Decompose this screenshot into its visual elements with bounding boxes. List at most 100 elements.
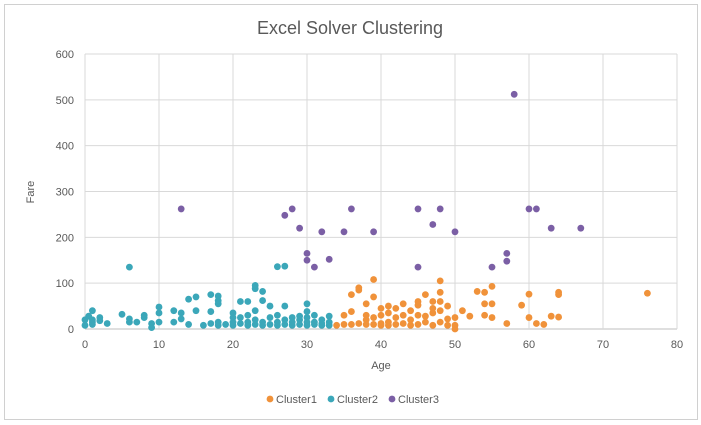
data-point [288,318,296,326]
data-point [407,307,414,315]
data-point [185,295,193,303]
data-point [125,263,133,271]
x-axis-label: Age [371,360,391,372]
data-point [288,205,296,213]
y-tick-label: 100 [56,278,74,290]
data-point [392,321,400,328]
data-points [81,90,651,333]
data-point [370,276,377,283]
legend-item-cluster3: Cluster3 [388,394,439,406]
x-tick-label: 60 [523,339,535,351]
data-point [340,321,348,328]
data-point [348,321,355,328]
data-point [577,224,585,232]
data-point [503,257,511,265]
x-tick-label: 20 [227,339,239,351]
legend-item-cluster1: Cluster1 [266,394,317,406]
data-point [192,307,200,315]
data-point [481,300,488,308]
data-point [503,320,511,327]
data-point [355,320,363,327]
data-point [422,291,429,299]
x-tick-label: 50 [449,339,461,351]
data-point [311,263,318,271]
data-point [274,311,281,319]
data-point [444,315,451,323]
data-point [510,90,518,98]
series-cluster2 [81,262,333,332]
data-point [555,291,562,299]
data-point [407,321,414,329]
data-point [281,211,289,219]
legend-label: Cluster3 [398,394,439,406]
data-point [155,309,163,317]
data-point [451,314,459,321]
data-point [311,318,318,326]
data-point [385,309,392,317]
data-point [377,311,385,319]
data-point [429,298,437,305]
data-point [259,321,266,329]
data-point [503,249,511,257]
series-cluster1 [333,276,651,333]
y-tick-label: 500 [56,95,74,107]
data-point [325,321,333,329]
legend-marker [266,395,274,403]
data-point [170,318,178,326]
data-point [259,288,266,295]
data-point [170,307,178,315]
data-point [459,307,466,315]
y-tick-label: 0 [68,324,74,336]
data-point [414,263,422,271]
legend-label: Cluster1 [276,394,317,406]
data-point [377,321,385,329]
data-point [555,313,562,321]
data-point [533,320,540,327]
data-point [348,205,355,213]
data-point [392,304,400,312]
data-point [140,314,148,321]
data-point [422,318,429,326]
data-point [525,205,533,213]
data-point [214,318,222,326]
legend-label: Cluster2 [337,394,378,406]
data-point [547,224,555,232]
data-point [155,318,163,326]
data-point [103,320,111,327]
data-point [281,316,289,324]
data-point [451,228,459,236]
data-point [340,311,348,319]
chart-title: Excel Solver Clustering [257,18,443,38]
data-point [237,320,244,327]
data-point [200,321,207,329]
data-point [488,314,496,321]
data-point [429,221,437,228]
data-point [281,262,289,270]
data-point [533,205,540,213]
data-point [407,316,414,324]
data-point [422,312,429,320]
x-tick-label: 80 [671,339,683,351]
data-point [429,321,437,329]
data-point [318,228,326,236]
data-point [399,320,407,327]
data-point [81,321,89,329]
data-point [436,318,444,326]
data-point [644,289,651,297]
data-point [185,321,193,328]
data-point [296,224,303,232]
y-axis-label: Fare [25,181,37,204]
data-point [414,301,422,309]
data-point [436,277,444,285]
data-point [251,307,259,315]
data-point [488,263,496,271]
data-point [251,316,259,324]
data-point [355,284,363,292]
data-point [155,303,163,311]
series-cluster3 [177,90,585,271]
data-point [436,307,444,315]
data-point [133,318,141,326]
data-point [333,321,340,329]
data-point [148,324,156,332]
